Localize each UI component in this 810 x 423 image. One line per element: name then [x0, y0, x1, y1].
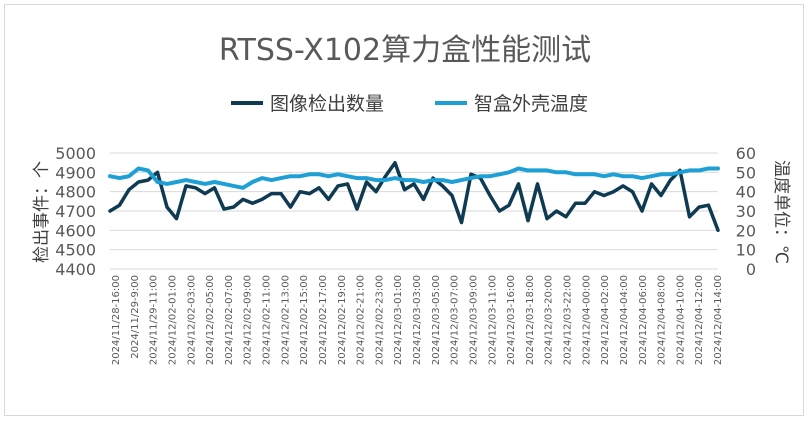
x-tick-label: 2024/12/02-23:00 [374, 275, 385, 365]
x-tick-label: 2024/11/28-16:00 [111, 275, 122, 365]
chart-title: RTSS-X102算力盒性能测试 [219, 33, 591, 68]
legend-label-detections: 图像检出数量 [270, 93, 384, 115]
y-tick-label-right: 30 [736, 202, 756, 221]
x-tick-label: 2024/12/02-09:00 [243, 275, 254, 365]
x-tick-label: 2024/12/02-19:00 [337, 275, 348, 365]
x-tick-label: 2024/11/29-9:00 [130, 275, 141, 359]
x-tick-label: 2024/12/03-01:00 [393, 275, 404, 365]
y-axis-title-right: 温度单位：℃ [771, 160, 791, 264]
x-tick-label: 2024/12/03-22:00 [563, 275, 574, 365]
y-axis-title-left: 检出事件：个 [32, 161, 52, 263]
y-tick-label-left: 4500 [55, 241, 96, 260]
x-tick-label: 2024/12/03-07:00 [450, 275, 461, 365]
x-tick-label: 2024/12/02-17:00 [318, 275, 329, 365]
x-tick-label: 2024/12/04-08:00 [657, 275, 668, 365]
x-tick-label: 2024/12/04-06:00 [638, 275, 649, 365]
y-tick-label-left: 4800 [55, 183, 96, 202]
y-tick-label-right: 0 [746, 260, 756, 279]
x-ticks: 2024/11/28-16:00 2024/11/29-9:00 2024/11/2… [111, 275, 724, 365]
x-tick-label: 2024/12/02-07:00 [224, 275, 235, 365]
x-tick-label: 2024/12/03-09:00 [468, 275, 479, 365]
chart-frame [4, 4, 804, 416]
x-tick-label: 2024/11/29-11:00 [149, 275, 160, 365]
y-tick-label-left: 5000 [55, 144, 96, 163]
x-tick-label: 2024/12/04-02:00 [600, 275, 611, 365]
x-tick-label: 2024/12/02-01:00 [167, 275, 178, 365]
legend: 图像检出数量 智盒外壳温度 [231, 93, 588, 115]
legend-label-temperature: 智盒外壳温度 [474, 93, 588, 115]
series-line-temperature [108, 166, 720, 190]
x-tick-label: 2024/12/02-13:00 [280, 275, 291, 365]
series-line-detections [108, 160, 720, 233]
x-tick-label: 2024/12/03-16:00 [506, 275, 517, 365]
series-lines [108, 160, 720, 233]
x-tick-label: 2024/12/02-15:00 [299, 275, 310, 365]
y-tick-label-right: 10 [736, 241, 756, 260]
y-tick-label-right: 50 [736, 163, 756, 182]
gridlines [110, 152, 718, 270]
x-tick-label: 2024/12/04-04:00 [619, 275, 630, 365]
x-tick-label: 2024/12/02-21:00 [356, 275, 367, 365]
x-tick-label: 2024/12/04-12:00 [694, 275, 705, 365]
y-tick-label-right: 20 [736, 221, 756, 240]
x-tick-label: 2024/12/03-05:00 [431, 275, 442, 365]
x-tick-label: 2024/12/03-18:00 [525, 275, 536, 365]
y-tick-label-left: 4700 [55, 202, 96, 221]
x-tick-label: 2024/12/03-20:00 [544, 275, 555, 365]
y-tick-label-left: 4600 [55, 221, 96, 240]
x-tick-label: 2024/12/03-11:00 [487, 275, 498, 365]
x-tick-label: 2024/12/04-00:00 [581, 275, 592, 365]
x-tick-label: 2024/12/02-11:00 [262, 275, 273, 365]
x-tick-label: 2024/12/02-03:00 [186, 275, 197, 365]
x-tick-label: 2024/12/04-14:00 [713, 275, 724, 365]
x-tick-label: 2024/12/02-05:00 [205, 275, 216, 365]
y-tick-label-left: 4900 [55, 163, 96, 182]
x-tick-label: 2024/12/04-10:00 [675, 275, 686, 365]
x-tick-label: 2024/12/03-03:00 [412, 275, 423, 365]
y-tick-label-left: 4400 [55, 260, 96, 279]
y-tick-label-right: 40 [736, 183, 756, 202]
y-tick-label-right: 60 [736, 144, 756, 163]
